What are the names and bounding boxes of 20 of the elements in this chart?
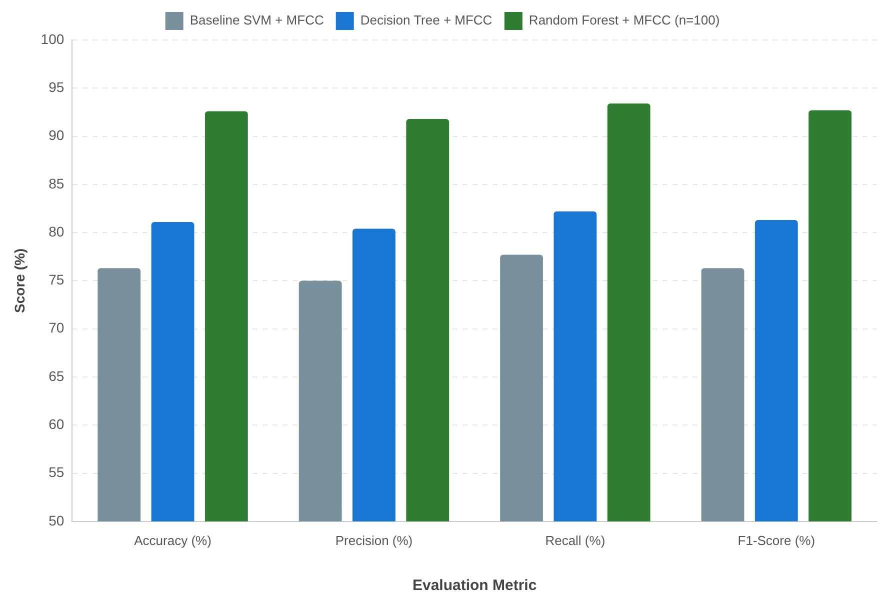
- x-axis-title: Evaluation Metric: [412, 577, 537, 594]
- y-tick-label: 95: [48, 79, 64, 95]
- y-tick-label: 90: [48, 127, 64, 144]
- y-tick-label: 50: [48, 512, 64, 528]
- y-tick-label: 85: [48, 175, 64, 192]
- legend-label: Baseline SVM + MFCC: [190, 12, 324, 28]
- x-tick-label: Precision (%): [335, 532, 413, 548]
- x-tick-label: Recall (%): [545, 532, 606, 548]
- y-tick-label: 80: [48, 223, 64, 240]
- y-tick-label: 70: [48, 320, 64, 336]
- y-tick-label: 75: [48, 272, 64, 288]
- y-tick-label: 60: [48, 416, 64, 432]
- y-tick-label: 55: [48, 464, 64, 480]
- x-tick-label: F1-Score (%): [738, 532, 816, 548]
- x-tick-label: Accuracy (%): [134, 532, 212, 548]
- y-tick-label: 65: [48, 368, 64, 384]
- y-axis-title: Score (%): [11, 248, 28, 313]
- legend-label: Decision Tree + MFCC: [360, 12, 492, 28]
- y-tick-label: 100: [40, 30, 64, 47]
- legend-label: Random Forest + MFCC (n=100): [528, 12, 720, 28]
